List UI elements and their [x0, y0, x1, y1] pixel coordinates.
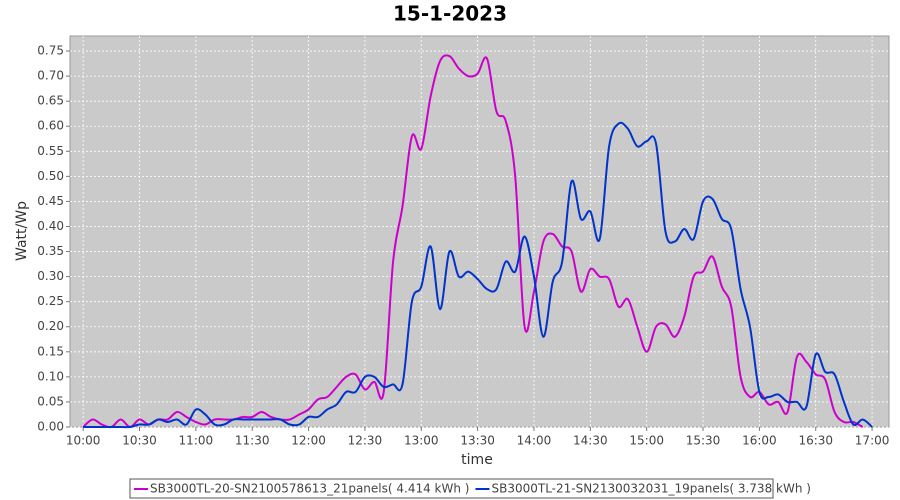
plot-area [69, 35, 890, 428]
y-tick-label: 0.45 [37, 194, 64, 208]
x-tick-label: 14:00 [517, 434, 552, 448]
series-line [82, 54, 864, 429]
legend-label: SB3000TL-21-SN2130032031_19panels( 3.738… [491, 482, 810, 496]
x-tick-label: 10:30 [122, 434, 157, 448]
y-tick-label: 0.00 [37, 420, 64, 434]
x-tick-label: 16:30 [798, 434, 833, 448]
x-tick-label: 13:00 [404, 434, 439, 448]
y-tick-label: 0.40 [37, 219, 64, 233]
x-tick-label: 16:00 [742, 434, 777, 448]
x-tick-label: 15:30 [686, 434, 721, 448]
x-tick-label: 11:00 [179, 434, 214, 448]
x-tick-label: 15:00 [629, 434, 664, 448]
y-tick-label: 0.60 [37, 119, 64, 133]
x-tick-label: 10:00 [66, 434, 101, 448]
y-axis-label: Watt/Wp [14, 201, 30, 261]
y-tick-label: 0.70 [37, 69, 64, 83]
chart-title: 15-1-2023 [393, 2, 507, 26]
y-tick-label: 0.75 [37, 44, 64, 58]
series-line [83, 121, 873, 429]
y-tick-label: 0.15 [37, 344, 64, 358]
x-tick-label: 13:30 [460, 434, 495, 448]
y-tick-label: 0.55 [37, 144, 64, 158]
y-tick-label: 0.20 [37, 319, 64, 333]
y-tick-label: 0.65 [37, 94, 64, 108]
y-tick-label: 0.10 [37, 369, 64, 383]
x-axis-label: time [461, 452, 493, 468]
x-tick-label: 12:30 [348, 434, 383, 448]
x-tick-label: 14:30 [573, 434, 608, 448]
y-tick-label: 0.25 [37, 294, 64, 308]
y-tick-label: 0.05 [37, 394, 64, 408]
y-tick-label: 0.30 [37, 269, 64, 283]
x-tick-label: 17:00 [855, 434, 890, 448]
legend-label: SB3000TL-20-SN2100578613_21panels( 4.414… [150, 482, 469, 496]
legend-box [129, 478, 774, 499]
x-tick-label: 11:30 [235, 434, 270, 448]
y-tick-label: 0.50 [37, 169, 64, 183]
x-tick-label: 12:00 [291, 434, 326, 448]
y-tick-label: 0.35 [37, 244, 64, 258]
